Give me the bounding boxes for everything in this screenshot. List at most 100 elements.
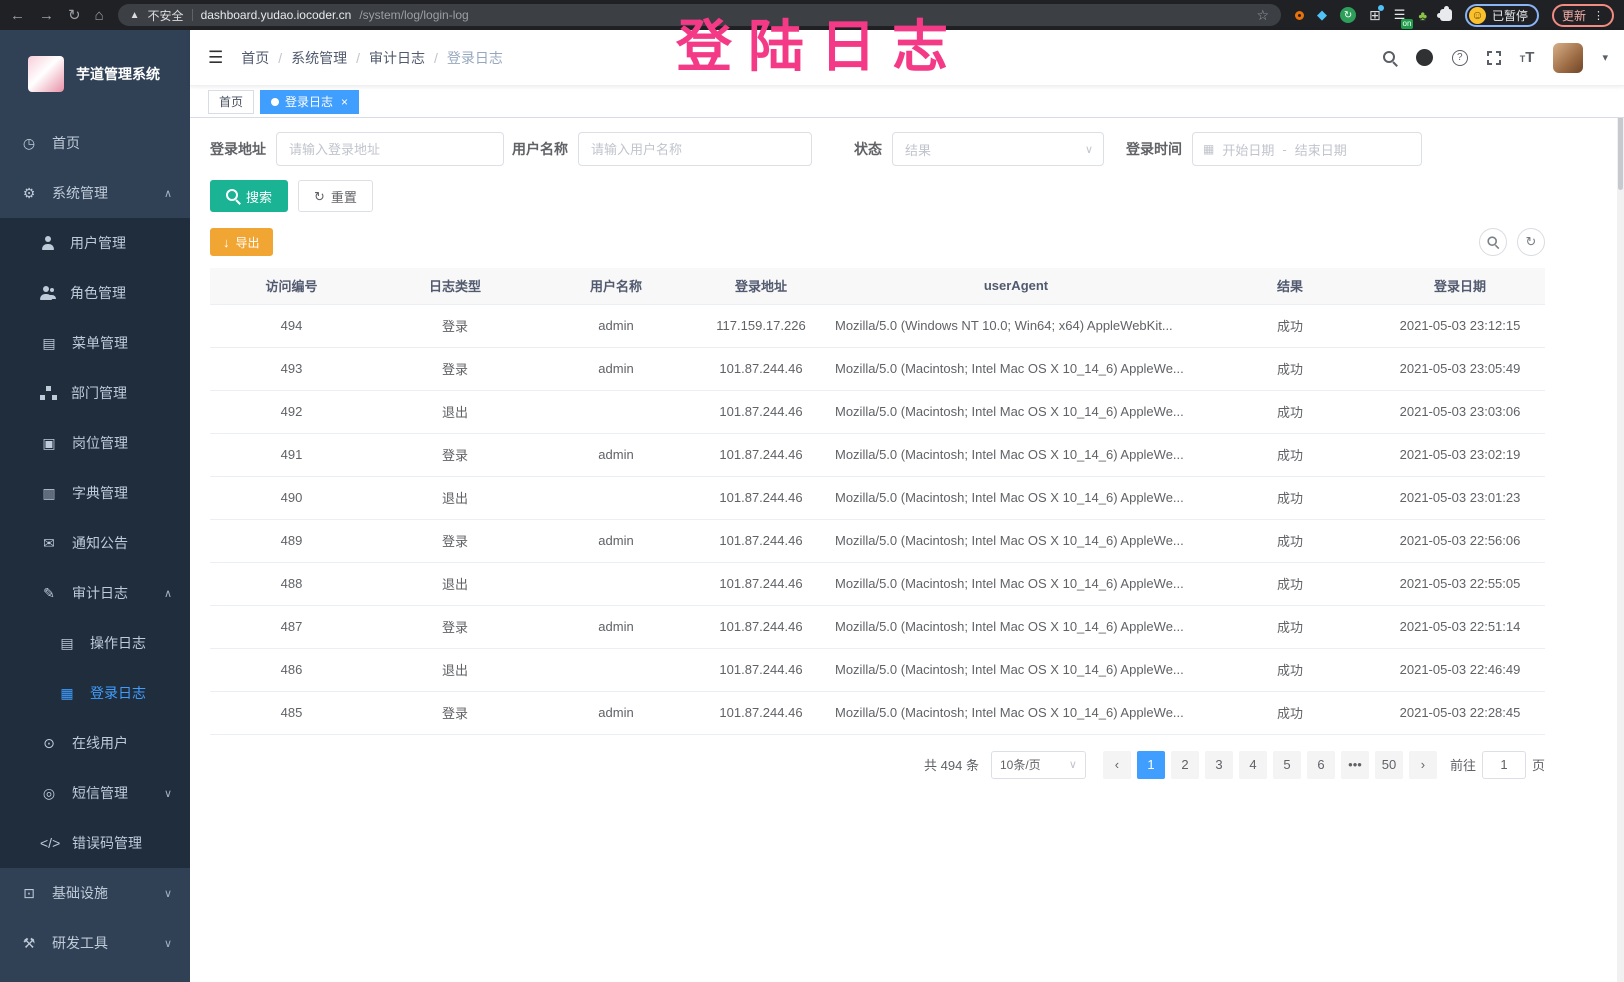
cell-id: 485 — [210, 691, 373, 735]
sidebar-item-error-codes[interactable]: </> 错误码管理 — [0, 818, 190, 868]
cell-result: 成功 — [1205, 605, 1375, 649]
sidebar-item-infrastructure[interactable]: ⊡ 基础设施 ∨ — [0, 868, 190, 918]
address-bar[interactable]: ▲ 不安全 dashboard.yudao.iocoder.cn /system… — [117, 4, 1282, 26]
sidebar-item-label: 基础设施 — [52, 885, 108, 901]
table-row[interactable]: 487 登录 admin 101.87.244.46 Mozilla/5.0 (… — [210, 605, 1545, 649]
browser-update-button[interactable]: 更新 ⋮ — [1551, 3, 1614, 27]
github-icon[interactable] — [1415, 49, 1433, 66]
browser-toolbar: ← → ↻ ⌂ ▲ 不安全 dashboard.yudao.iocoder.cn… — [0, 0, 1624, 30]
page-scrollbar[interactable] — [1617, 30, 1624, 982]
sidebar-item-menus[interactable]: ▤ 菜单管理 — [0, 318, 190, 368]
extension-green-icon[interactable]: ↻ — [1340, 7, 1357, 23]
sidebar-item-operation-log[interactable]: ▤ 操作日志 — [0, 618, 190, 668]
search-button[interactable]: 搜索 — [210, 180, 289, 212]
user-avatar[interactable] — [1553, 42, 1584, 73]
bookmark-star-icon[interactable]: ☆ — [1256, 6, 1270, 23]
cell-id: 494 — [210, 304, 373, 348]
sidebar-item-roles[interactable]: 角色管理 — [0, 268, 190, 318]
extensions-puzzle-icon[interactable] — [1436, 6, 1452, 21]
table-row[interactable]: 494 登录 admin 117.159.17.226 Mozilla/5.0 … — [210, 304, 1545, 348]
search-icon — [1487, 236, 1498, 247]
extension-orange-icon[interactable] — [1295, 10, 1305, 20]
start-date-placeholder[interactable]: 开始日期 — [1222, 142, 1275, 158]
table-row[interactable]: 491 登录 admin 101.87.244.46 Mozilla/5.0 (… — [210, 433, 1545, 477]
tab-home[interactable]: 首页 — [208, 89, 255, 114]
close-icon[interactable]: × — [341, 94, 349, 109]
breadcrumb-system[interactable]: 系统管理 — [291, 49, 348, 66]
page-size-select[interactable]: 10条/页 ∨ — [990, 750, 1086, 779]
cell-id: 488 — [210, 562, 373, 606]
sidebar-item-login-log[interactable]: ▦ 登录日志 — [0, 668, 190, 718]
search-icon[interactable] — [1382, 50, 1397, 65]
browser-menu-dots-icon[interactable]: ⋮ — [1593, 9, 1604, 22]
status-placeholder: 结果 — [905, 142, 932, 158]
refresh-table-button[interactable]: ↻ — [1517, 228, 1545, 256]
sidebar-item-online-users[interactable]: ⊙ 在线用户 — [0, 718, 190, 768]
extension-grid-icon[interactable]: ⊞ — [1369, 4, 1384, 23]
extension-leaf-icon[interactable]: ♣ — [1418, 7, 1427, 23]
browser-reload-icon[interactable]: ↻ — [68, 6, 81, 24]
table-row[interactable]: 489 登录 admin 101.87.244.46 Mozilla/5.0 (… — [210, 519, 1545, 563]
export-button[interactable]: ↓ 导出 — [210, 228, 273, 256]
browser-back-icon[interactable]: ← — [10, 6, 25, 24]
page-button[interactable]: 4 — [1238, 750, 1267, 779]
breadcrumb-home[interactable]: 首页 — [241, 49, 270, 66]
browser-forward-icon[interactable]: → — [39, 6, 54, 24]
font-size-icon[interactable]: TT — [1520, 49, 1535, 67]
username-input[interactable] — [578, 132, 812, 166]
page-button[interactable]: 2 — [1170, 750, 1199, 779]
page-button[interactable]: 50 — [1374, 750, 1403, 779]
table-row[interactable]: 490 退出 101.87.244.46 Mozilla/5.0 (Macint… — [210, 476, 1545, 520]
extension-diamond-icon[interactable]: ◆ — [1317, 7, 1328, 22]
sidebar-item-departments[interactable]: 部门管理 — [0, 368, 190, 418]
cell-username: admin — [537, 605, 695, 649]
sidebar-item-posts[interactable]: ▣ 岗位管理 — [0, 418, 190, 468]
page-button[interactable]: 5 — [1272, 750, 1301, 779]
page-button[interactable]: 6 — [1306, 750, 1335, 779]
table-row[interactable]: 492 退出 101.87.244.46 Mozilla/5.0 (Macint… — [210, 390, 1545, 434]
user-icon — [40, 236, 56, 250]
cell-log-type: 登录 — [373, 347, 537, 391]
goto-page-input[interactable] — [1481, 750, 1526, 779]
reset-button[interactable]: ↻ 重置 — [298, 180, 373, 212]
page-button[interactable]: 1 — [1136, 750, 1165, 779]
security-label[interactable]: 不安全 — [147, 8, 184, 23]
filter-login-address: 登录地址 — [210, 132, 504, 166]
login-address-input[interactable] — [276, 132, 504, 166]
sidebar-item-system[interactable]: ⚙ 系统管理 ∧ — [0, 168, 190, 218]
avatar-caret-icon[interactable]: ▾ — [1602, 52, 1608, 64]
sidebar-item-users[interactable]: 用户管理 — [0, 218, 190, 268]
breadcrumb-audit-log[interactable]: 审计日志 — [369, 49, 426, 66]
next-page-button[interactable]: › — [1408, 750, 1437, 779]
status-select[interactable]: 结果 ∨ — [892, 132, 1104, 166]
toggle-search-button[interactable] — [1479, 228, 1507, 256]
table-row[interactable]: 485 登录 admin 101.87.244.46 Mozilla/5.0 (… — [210, 691, 1545, 735]
sidebar: 芋道管理系统 ◷ 首页 ⚙ 系统管理 ∧ 用户管理 角色管理 — [0, 30, 190, 982]
table-row[interactable]: 488 退出 101.87.244.46 Mozilla/5.0 (Macint… — [210, 562, 1545, 606]
dict-icon: ▥ — [42, 484, 56, 501]
tab-login-log[interactable]: 登录日志 × — [260, 89, 360, 114]
help-icon[interactable]: ? — [1451, 49, 1468, 66]
table-row[interactable]: 493 登录 admin 101.87.244.46 Mozilla/5.0 (… — [210, 347, 1545, 391]
sidebar-item-notice[interactable]: ✉ 通知公告 — [0, 518, 190, 568]
browser-home-icon[interactable]: ⌂ — [94, 6, 104, 24]
table-row[interactable]: 486 退出 101.87.244.46 Mozilla/5.0 (Macint… — [210, 648, 1545, 692]
sidebar-item-audit-log[interactable]: ✎ 审计日志 ∧ — [0, 568, 190, 618]
extension-list-icon[interactable]: ☰ on — [1394, 7, 1414, 29]
profile-paused-pill[interactable]: ☺ 已暂停 — [1464, 3, 1539, 27]
sidebar-logo[interactable]: 芋道管理系统 — [0, 30, 190, 118]
prev-page-button[interactable]: ‹ — [1102, 750, 1131, 779]
page-button[interactable]: ••• — [1340, 750, 1369, 779]
page-button[interactable]: 3 — [1204, 750, 1233, 779]
fullscreen-icon[interactable] — [1486, 50, 1501, 65]
date-range-picker[interactable]: ▦ 开始日期 - 结束日期 — [1192, 132, 1422, 166]
end-date-placeholder[interactable]: 结束日期 — [1294, 142, 1347, 158]
cell-id: 486 — [210, 648, 373, 692]
sidebar-item-home[interactable]: ◷ 首页 — [0, 118, 190, 168]
sidebar-toggle-icon[interactable]: ☰ — [208, 47, 224, 67]
sidebar-item-dev-tools[interactable]: ⚒ 研发工具 ∨ — [0, 918, 190, 968]
toolbar-right: ↻ — [1479, 228, 1545, 256]
sidebar-item-sms[interactable]: ◎ 短信管理 ∨ — [0, 768, 190, 818]
sidebar-item-dict[interactable]: ▥ 字典管理 — [0, 468, 190, 518]
chevron-down-icon: ∨ — [163, 937, 172, 950]
